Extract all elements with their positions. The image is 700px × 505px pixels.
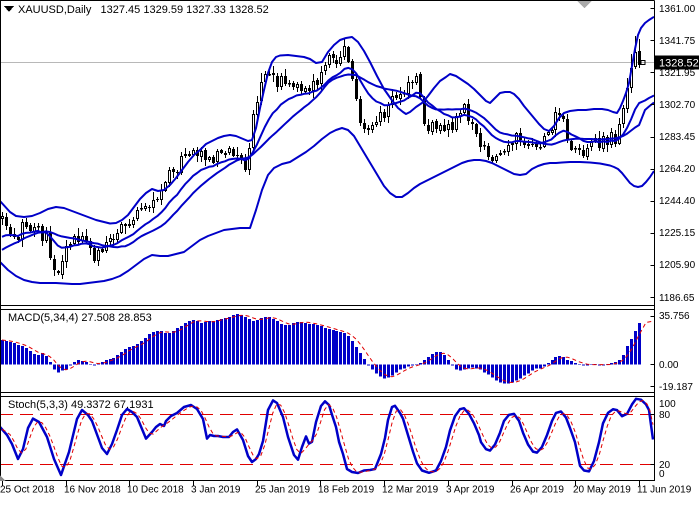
svg-text:25 Jan 2019: 25 Jan 2019 (255, 485, 310, 496)
svg-text:16 Nov 2018: 16 Nov 2018 (64, 485, 121, 496)
svg-text:1205.90: 1205.90 (659, 260, 696, 271)
svg-text:XAUUSD,Daily 1327.45 1329.59: XAUUSD,Daily 1327.45 1329.59 1327.33 132… (18, 4, 269, 16)
svg-text:1302.70: 1302.70 (659, 100, 696, 111)
svg-text:20 May 2019: 20 May 2019 (573, 485, 631, 496)
svg-text:1328.52: 1328.52 (659, 58, 699, 70)
svg-text:1321.95: 1321.95 (659, 68, 696, 79)
svg-text:26 Apr 2019: 26 Apr 2019 (510, 485, 564, 496)
svg-text:1283.45: 1283.45 (659, 132, 696, 143)
svg-text:1361.00: 1361.00 (659, 4, 696, 15)
svg-text:3 Jan 2019: 3 Jan 2019 (191, 485, 241, 496)
svg-text:1225.15: 1225.15 (659, 228, 696, 239)
svg-text:1264.20: 1264.20 (659, 164, 696, 175)
svg-text:12 Mar 2019: 12 Mar 2019 (382, 485, 439, 496)
svg-text:20: 20 (659, 460, 671, 471)
svg-text:18 Feb 2019: 18 Feb 2019 (318, 485, 375, 496)
svg-text:1341.75: 1341.75 (659, 36, 696, 47)
svg-text:25 Oct 2018: 25 Oct 2018 (0, 485, 55, 496)
svg-text:35.756: 35.756 (659, 311, 690, 322)
svg-text:3 Apr 2019: 3 Apr 2019 (446, 485, 495, 496)
svg-text:Stoch(5,3,3) 49.3372 67.1931: Stoch(5,3,3) 49.3372 67.1931 (8, 399, 154, 411)
svg-text:0.00: 0.00 (659, 360, 679, 371)
svg-text:11 Jun 2019: 11 Jun 2019 (637, 485, 692, 496)
svg-text:MACD(5,34,4) 27.508 28.853: MACD(5,34,4) 27.508 28.853 (8, 312, 152, 324)
svg-text:0: 0 (659, 469, 665, 480)
svg-text:10 Dec 2018: 10 Dec 2018 (127, 485, 184, 496)
svg-text:-19.187: -19.187 (659, 382, 693, 393)
svg-text:1244.40: 1244.40 (659, 196, 696, 207)
svg-text:80: 80 (659, 410, 671, 421)
svg-text:100: 100 (659, 399, 676, 410)
svg-text:1186.65: 1186.65 (659, 293, 695, 304)
